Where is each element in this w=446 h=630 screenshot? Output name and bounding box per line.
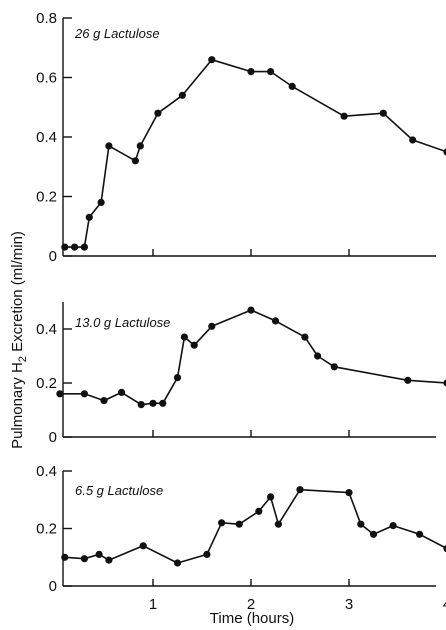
panel-1-series-line: [64, 58, 446, 248]
panel-2-data-point: [80, 390, 88, 398]
panel-3-data-point: [443, 545, 446, 553]
panel-1-annotation: 26 g Lactulose: [74, 26, 160, 41]
panel-2-data-point: [149, 399, 157, 407]
panel-3-data-point: [80, 555, 88, 563]
panel-2-data-point: [314, 352, 322, 360]
panel-1-data-point: [247, 68, 255, 76]
panel-2-data-point: [330, 363, 338, 371]
panel-3-data-point: [218, 519, 226, 527]
x-tick-label: 4: [443, 596, 446, 613]
panel-2-data-point: [271, 317, 280, 325]
panel-3-y-tick-label: 0.4: [36, 463, 57, 480]
panel-2-data-point: [190, 341, 198, 349]
panel-2-data-point: [56, 390, 64, 398]
panel-3-data-point: [95, 550, 103, 559]
panel-1-data-point: [267, 68, 275, 76]
panel-3-data-point: [389, 522, 397, 530]
panel-1-data-point: [80, 243, 88, 251]
y-axis-label-subscript: 2: [17, 356, 29, 362]
panel-2-data-point: [247, 306, 255, 314]
panel-1-data-point: [105, 142, 113, 150]
panel-3-data-point: [61, 553, 69, 561]
panel-1-data-point: [154, 109, 162, 117]
panel-1-data-point: [409, 136, 417, 144]
panel-2-data-point: [173, 374, 182, 382]
panel-1-data-point: [61, 243, 69, 251]
panel-1-data-point: [178, 91, 186, 99]
panel-3-annotation: 6.5 g Lactulose: [75, 483, 163, 498]
panel-3-data-point: [235, 520, 243, 528]
panel-1-y-tick-label: 0.2: [36, 189, 57, 206]
panel-1-y-tick-label: 0.8: [36, 10, 57, 27]
panel-3-data-point: [357, 520, 365, 528]
x-tick-label: 1: [149, 596, 157, 613]
panel-1-data-point: [208, 56, 216, 64]
panel-3-data-point: [203, 550, 211, 559]
panel-1-data-point: [288, 82, 296, 90]
panel-1-data-point: [71, 243, 79, 251]
panel-2-data-point: [137, 401, 145, 409]
panel-1-data-point: [340, 112, 348, 120]
panel-3-data-point: [345, 489, 353, 497]
panel-1-y-tick-label: 0.6: [36, 70, 57, 87]
y-axis-label: Pulmonary H2 Excretion (ml/min): [9, 231, 29, 449]
x-axis-label: Time (hours): [210, 610, 294, 627]
y-axis-label-suffix: Excretion (ml/min): [9, 231, 26, 356]
panel-2-data-point: [180, 333, 188, 341]
panel-3-data-point: [139, 542, 147, 550]
y-axis-label-prefix: Pulmonary H: [9, 362, 26, 449]
panel-1-data-point: [85, 213, 93, 221]
panel-1-data-point: [136, 142, 144, 150]
panel-1-data-point: [131, 157, 139, 165]
panel-3-series-line: [64, 488, 446, 564]
panel-2-data-point: [443, 379, 446, 387]
panel-3-y-tick-label: 0: [49, 578, 57, 595]
panel-1-data-point: [443, 148, 446, 156]
panel-2-y-tick-label: 0.4: [36, 321, 57, 338]
panel-2-data-point: [404, 376, 412, 384]
panel-2-data-point: [301, 333, 309, 341]
panel-2-y-tick-label: 0.2: [36, 375, 57, 392]
panel-3-data-point: [105, 556, 113, 564]
panel-3-data-point: [369, 530, 378, 538]
panel-1-data-point: [97, 198, 105, 206]
panel-1-y-tick-label: 0.4: [36, 129, 57, 146]
panel-2-data-point: [159, 399, 167, 407]
x-tick-label: 2: [247, 596, 255, 613]
panel-3-data-point: [173, 559, 182, 567]
x-tick-label: 3: [345, 596, 353, 613]
panel-2-data-point: [100, 397, 108, 405]
panel-3-data-point: [267, 493, 275, 501]
panel-1-y-tick-label: 0: [49, 248, 57, 265]
panel-1-data-point: [379, 109, 387, 117]
panel-3-y-tick-label: 0.2: [36, 521, 57, 538]
panel-2-data-point: [118, 388, 126, 396]
panel-2-data-point: [208, 322, 216, 330]
panel-3-data-point: [416, 530, 424, 538]
panel-2-annotation: 13.0 g Lactulose: [75, 315, 170, 330]
panel-3-data-point: [255, 507, 263, 515]
panel-3-data-point: [296, 486, 304, 494]
panel-2-y-tick-label: 0: [49, 429, 57, 446]
panel-3-data-point: [274, 520, 282, 528]
